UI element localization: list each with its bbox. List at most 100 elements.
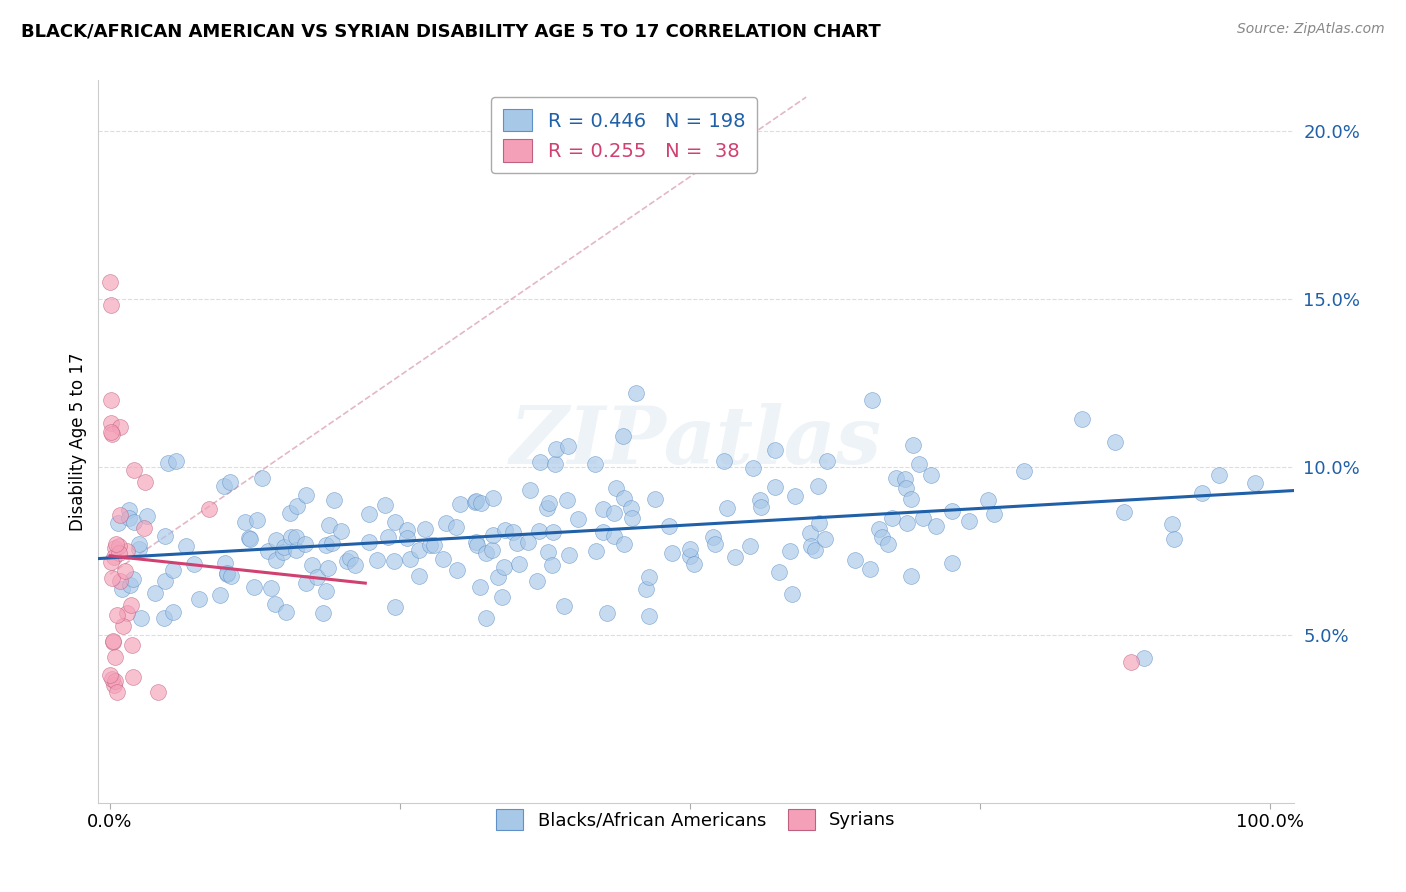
Point [120, 598, 142, 612]
Point [780, 587, 803, 601]
Legend: Blacks/African Americans, Syrians: Blacks/African Americans, Syrians [489, 802, 903, 837]
Point [596, 606, 619, 620]
Point [104, 674, 127, 689]
Point [502, 524, 524, 539]
Point [233, 515, 256, 529]
Point [983, 507, 1005, 521]
Point [475, 546, 498, 560]
Point [197, 502, 219, 516]
Point [238, 531, 260, 545]
Point [103, 541, 125, 555]
Point [446, 563, 468, 577]
Point [117, 606, 139, 620]
Point [749, 500, 772, 514]
Point [120, 578, 142, 592]
Point [494, 523, 516, 537]
Point [508, 557, 530, 571]
Point [323, 493, 346, 508]
Point [592, 502, 614, 516]
Point [315, 583, 337, 598]
Point [357, 508, 380, 522]
Point [880, 511, 903, 525]
Point [408, 569, 430, 583]
Point [143, 586, 166, 600]
Point [763, 480, 786, 494]
Point [396, 523, 419, 537]
Point [121, 572, 143, 586]
Point [264, 598, 287, 612]
Point [155, 529, 177, 543]
Point [101, 672, 124, 686]
Point [620, 500, 643, 515]
Point [208, 588, 231, 602]
Point [294, 537, 316, 551]
Point [118, 511, 141, 525]
Point [132, 521, 155, 535]
Point [101, 427, 124, 442]
Point [804, 543, 827, 558]
Point [436, 516, 458, 531]
Point [108, 574, 131, 588]
Point [103, 678, 125, 692]
Point [814, 533, 837, 547]
Point [276, 605, 298, 619]
Point [373, 498, 395, 512]
Point [250, 471, 273, 485]
Point [553, 599, 575, 613]
Point [148, 685, 170, 699]
Point [432, 551, 454, 566]
Point [285, 500, 308, 514]
Point [118, 503, 141, 517]
Point [1133, 651, 1156, 665]
Point [100, 425, 122, 439]
Point [134, 475, 156, 489]
Point [703, 537, 725, 551]
Point [264, 533, 287, 547]
Point [481, 491, 503, 505]
Point [246, 513, 269, 527]
Point [1163, 532, 1185, 546]
Point [799, 526, 821, 541]
Point [592, 524, 614, 539]
Point [567, 512, 589, 526]
Point [377, 530, 399, 544]
Point [807, 479, 830, 493]
Point [634, 582, 657, 597]
Point [217, 566, 239, 580]
Point [107, 516, 129, 531]
Point [384, 600, 406, 615]
Point [280, 530, 302, 544]
Point [153, 611, 176, 625]
Point [219, 569, 242, 583]
Point [398, 552, 420, 566]
Point [100, 416, 122, 430]
Point [763, 442, 786, 457]
Point [482, 528, 505, 542]
Point [768, 565, 790, 579]
Point [122, 462, 145, 476]
Point [679, 549, 702, 563]
Point [329, 524, 352, 538]
Point [285, 530, 308, 544]
Point [294, 576, 316, 591]
Point [382, 554, 405, 568]
Point [925, 519, 948, 533]
Point [465, 538, 488, 552]
Point [474, 611, 496, 625]
Point [1012, 464, 1035, 478]
Point [877, 537, 900, 551]
Point [321, 536, 343, 550]
Point [557, 439, 579, 453]
Point [183, 557, 205, 571]
Point [544, 457, 567, 471]
Point [541, 558, 564, 572]
Point [101, 571, 124, 585]
Point [129, 611, 152, 625]
Point [100, 298, 122, 312]
Point [238, 532, 260, 546]
Point [679, 541, 702, 556]
Point [1104, 434, 1126, 449]
Point [605, 481, 627, 495]
Point [105, 607, 128, 622]
Point [449, 497, 471, 511]
